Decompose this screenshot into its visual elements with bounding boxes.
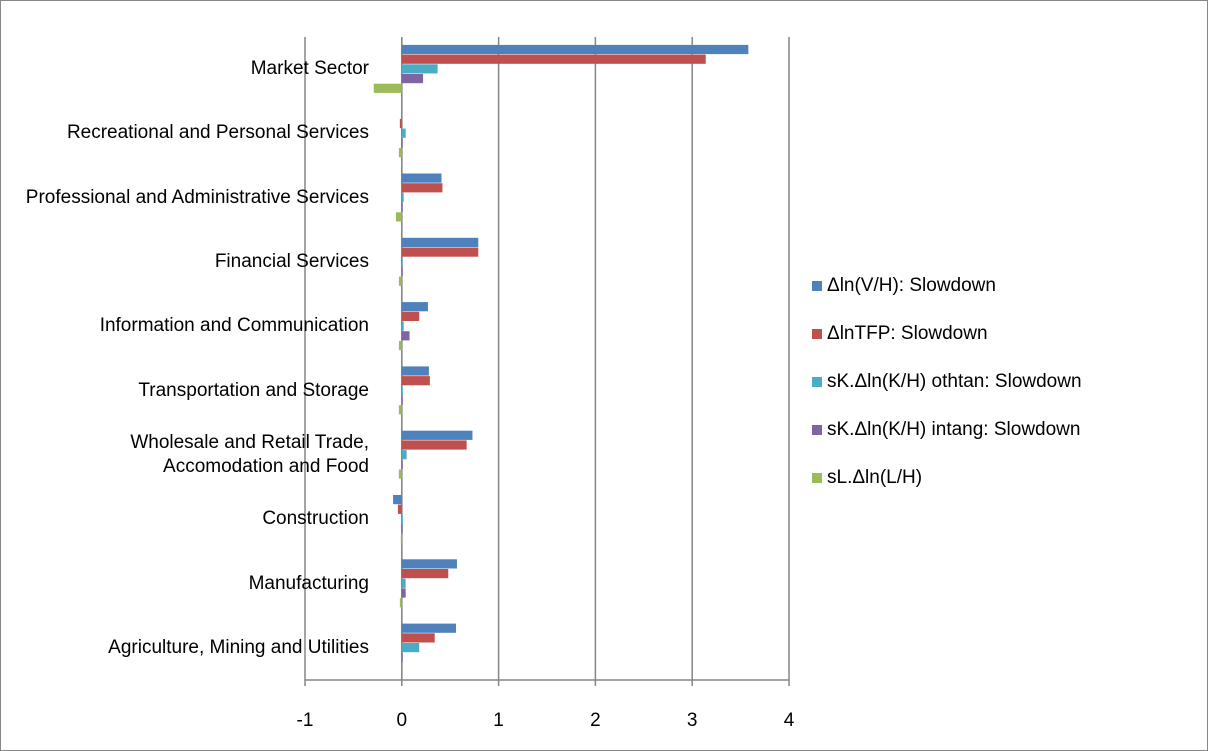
y-tick-label: Agriculture, Mining and Utilities (108, 636, 369, 658)
bar (401, 266, 403, 277)
bar (401, 385, 403, 395)
bar (401, 173, 442, 183)
bar (401, 192, 404, 203)
x-tick-label: 4 (784, 710, 795, 731)
y-tick-label: Manufacturing (248, 572, 369, 594)
bar (401, 430, 473, 440)
y-tick-label: Construction (262, 508, 369, 530)
bar (401, 569, 449, 579)
bar (401, 623, 457, 633)
bar (401, 459, 403, 469)
bar (399, 598, 402, 608)
bar (401, 578, 406, 588)
legend-swatch (812, 281, 822, 291)
legend-swatch (812, 329, 822, 339)
bar (401, 64, 438, 74)
legend-label: sL.Δln(L/H) (827, 467, 922, 488)
bar (401, 321, 404, 331)
bar (401, 450, 407, 460)
y-tick-label: Wholesale and Retail Trade, Accomodation… (130, 431, 369, 477)
bar (401, 395, 403, 405)
bar (401, 588, 406, 598)
bar (401, 247, 479, 257)
bar (401, 514, 403, 524)
bar (401, 331, 410, 341)
bar (401, 257, 403, 267)
x-tick-label: 0 (397, 710, 408, 731)
bar (401, 440, 467, 450)
legend-label: sK.Δln(K/H) othtan: Slowdown (827, 371, 1082, 392)
bar (395, 212, 402, 222)
bar (401, 138, 403, 148)
bar (398, 469, 402, 479)
bar (398, 405, 402, 415)
legend-swatch (812, 377, 822, 387)
bar (401, 559, 457, 569)
y-tick-label: Market Sector (250, 58, 369, 80)
bar (401, 202, 403, 212)
bar (398, 276, 402, 286)
x-tick-label: -1 (297, 710, 314, 731)
bar (393, 495, 402, 505)
y-tick-label: Professional and Administrative Services (25, 186, 369, 208)
bar (401, 633, 435, 643)
x-tick-label: 3 (687, 710, 698, 731)
legend-label: sK.Δln(K/H) intang: Slowdown (827, 419, 1080, 440)
bar (401, 183, 443, 193)
bar (401, 376, 430, 386)
y-tick-label: Recreational and Personal Services (66, 122, 369, 144)
bar (401, 74, 424, 84)
legend-swatch (812, 425, 822, 435)
x-tick-label: 2 (590, 710, 601, 731)
bar (373, 83, 402, 93)
y-tick-label: Financial Services (214, 251, 369, 273)
bar (401, 44, 749, 55)
bar (401, 128, 406, 138)
x-tick-label: 1 (493, 710, 504, 731)
y-tick-label: Information and Communication (99, 315, 369, 337)
legend-label: Δln(V/H): Slowdown (827, 275, 996, 296)
bar (401, 643, 420, 653)
bar (397, 504, 402, 514)
bar (401, 237, 479, 247)
y-tick-label: Transportation and Storage (138, 379, 369, 401)
bar (398, 340, 402, 351)
bar (401, 652, 403, 662)
bar (401, 302, 428, 312)
bar (398, 148, 402, 158)
legend-swatch (812, 473, 822, 483)
bar (400, 533, 402, 543)
bar (401, 54, 706, 64)
bar (401, 524, 403, 534)
bar (399, 118, 402, 129)
bar (401, 366, 429, 376)
legend-label: ΔlnTFP: Slowdown (827, 323, 988, 344)
bar (401, 311, 420, 321)
